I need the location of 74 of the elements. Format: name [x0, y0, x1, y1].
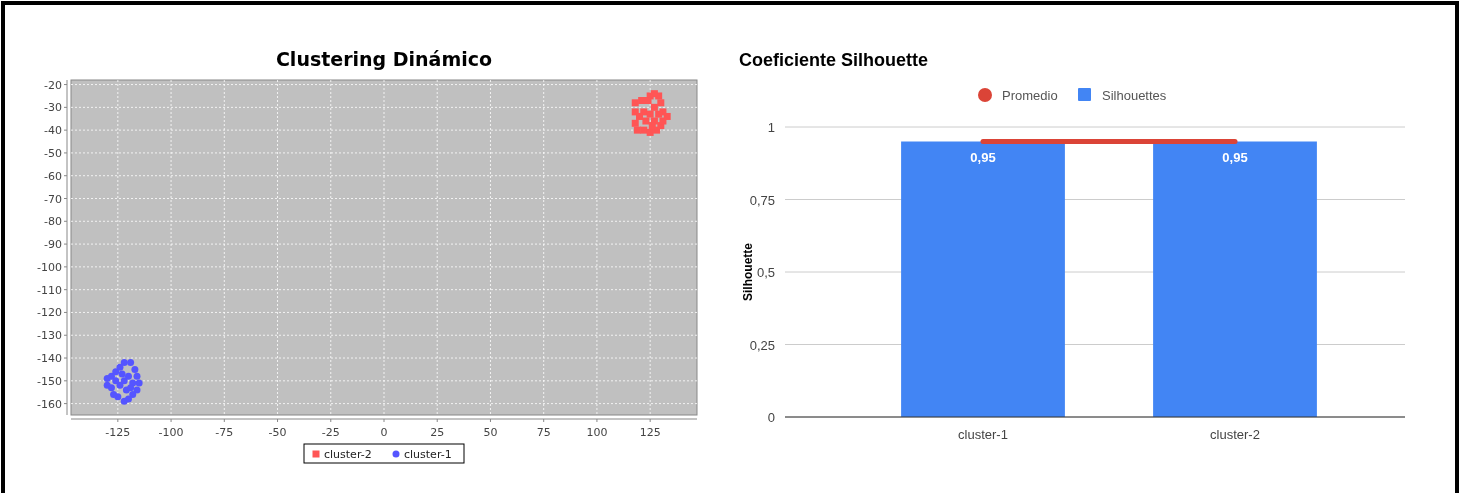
y-tick-label: -90 — [44, 238, 62, 252]
legend-label: cluster-2 — [324, 448, 372, 461]
y-tick-label: -50 — [44, 146, 62, 160]
point — [116, 363, 124, 371]
point — [112, 377, 120, 385]
point — [133, 386, 141, 394]
x-tick-label: -125 — [105, 426, 131, 439]
y-tick-label: -150 — [37, 374, 62, 388]
y-tick-label: -80 — [44, 215, 62, 229]
y-tick-label: 0 — [767, 410, 775, 425]
point — [638, 97, 646, 105]
point — [120, 397, 128, 405]
point — [663, 112, 671, 120]
point — [631, 119, 639, 127]
point — [129, 390, 137, 398]
x-tick-label: -50 — [268, 426, 287, 439]
x-tick-label: 125 — [639, 426, 661, 439]
point — [103, 381, 111, 389]
point — [120, 359, 128, 367]
data-label: 0,95 — [970, 149, 996, 165]
x-tick-label: 0 — [380, 426, 388, 439]
y-tick-label: -100 — [37, 260, 62, 274]
x-tick-label: 100 — [586, 426, 608, 439]
point — [640, 126, 648, 134]
x-tick-label: 75 — [536, 426, 551, 439]
y-tick-label: -160 — [37, 397, 62, 411]
point — [648, 122, 656, 130]
x-tick-label: -75 — [215, 426, 234, 439]
y-tick-label: -140 — [37, 352, 62, 366]
point — [112, 368, 120, 376]
x-tick-label: -100 — [158, 426, 184, 439]
point — [118, 370, 126, 378]
y-tick-label: 0,5 — [756, 265, 775, 280]
point — [120, 377, 128, 385]
y-axis-title: Silhouette — [741, 242, 755, 302]
point — [646, 110, 654, 118]
x-tick-label: cluster-1 — [958, 427, 1008, 442]
legend-label: Silhouettes — [1102, 88, 1167, 103]
x-tick-label: -25 — [321, 426, 340, 439]
point — [657, 99, 665, 107]
x-tick-label: cluster-2 — [1210, 427, 1260, 442]
y-tick-label: 1 — [767, 120, 775, 135]
point — [127, 359, 135, 367]
y-tick-label: -120 — [37, 306, 62, 320]
y-tick-label: 0,25 — [749, 337, 775, 353]
y-tick-label: -110 — [37, 283, 62, 297]
point — [124, 372, 132, 380]
y-tick-label: -130 — [37, 329, 62, 343]
y-tick-label: -40 — [44, 124, 62, 138]
y-tick-label: -70 — [44, 192, 62, 206]
point — [135, 379, 143, 387]
x-tick-label: 25 — [430, 426, 445, 439]
point — [116, 381, 124, 389]
y-tick-label: 0,75 — [749, 192, 775, 208]
legend-label: cluster-1 — [404, 448, 452, 461]
point — [110, 390, 118, 398]
legend-label: Promedio — [1002, 88, 1058, 103]
chart-title: Clustering Dinámico — [275, 48, 493, 70]
point — [636, 112, 644, 120]
point — [131, 365, 139, 373]
point — [631, 99, 639, 107]
chart-title: Coeficiente Silhouette — [739, 50, 929, 70]
point — [133, 372, 141, 380]
y-tick-label: -60 — [44, 169, 62, 183]
y-tick-label: -20 — [44, 78, 62, 92]
point — [642, 117, 650, 125]
point — [655, 110, 663, 118]
y-tick-label: -30 — [44, 101, 62, 115]
point — [659, 117, 667, 125]
point — [650, 103, 658, 111]
point — [127, 384, 135, 392]
x-tick-label: 50 — [483, 426, 498, 439]
data-label: 0,95 — [1222, 149, 1248, 165]
point — [644, 97, 652, 105]
